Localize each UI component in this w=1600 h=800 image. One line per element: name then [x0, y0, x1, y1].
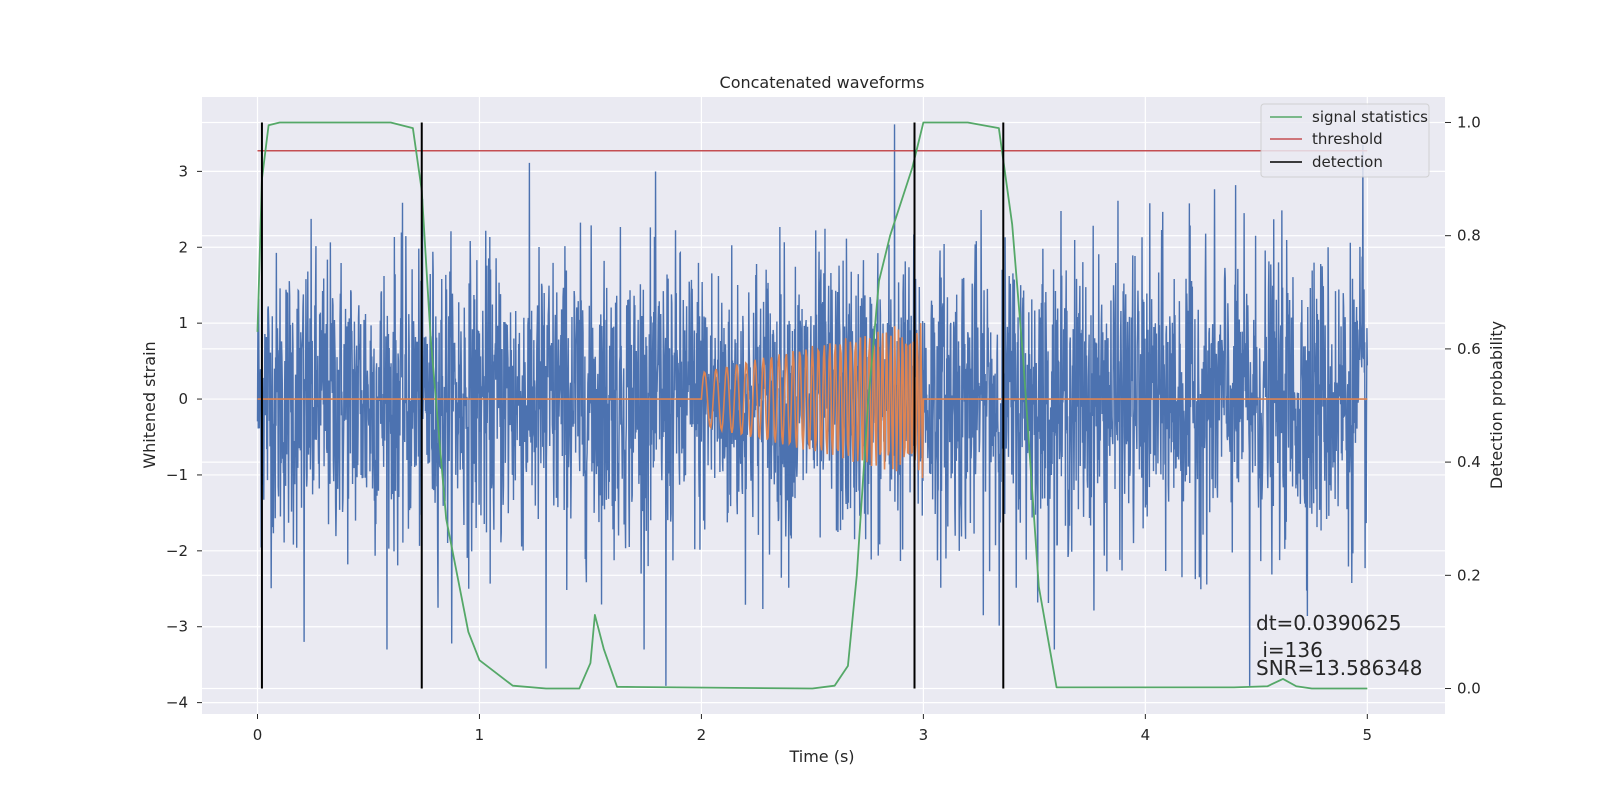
x-tick-label: 4 — [1141, 726, 1151, 744]
y-right-tick-label: 0.6 — [1457, 340, 1481, 358]
legend: signal statistics threshold detection — [1260, 103, 1430, 178]
y-tick-label: −3 — [166, 618, 188, 636]
y-right-axis-title: Detection probability — [1487, 321, 1506, 489]
x-tick-label: 2 — [697, 726, 707, 744]
chart-title: Concatenated waveforms — [720, 73, 925, 92]
annotation-dt: dt=0.0390625 — [1256, 611, 1401, 635]
legend-box — [1260, 103, 1430, 178]
y-tick-label: 1 — [178, 314, 188, 332]
x-tick-label: 1 — [475, 726, 485, 744]
x-tick-label: 0 — [253, 726, 263, 744]
y-right-tick-label: 0.4 — [1457, 453, 1481, 471]
y-axis-title: Whitened strain — [140, 341, 159, 468]
y-tick-label: −1 — [166, 466, 188, 484]
y-tick-label: 3 — [178, 162, 188, 180]
y-tick-label: −2 — [166, 542, 188, 560]
legend-threshold-label: threshold — [1312, 130, 1383, 148]
signal-statistics-series — [256, 121, 1368, 690]
legend-detection-label: detection — [1312, 153, 1383, 171]
legend-signal-statistics-label: signal statistics — [1312, 108, 1428, 126]
y-right-tick-label: 0.0 — [1457, 680, 1481, 698]
y-tick-label: 0 — [178, 390, 188, 408]
y-tick-label: −4 — [166, 694, 188, 712]
y-right-tick-label: 0.2 — [1457, 566, 1481, 584]
annotation-snr: SNR=13.586348 — [1256, 656, 1422, 680]
x-axis-title: Time (s) — [788, 747, 854, 766]
annotation-i: i=136 — [1256, 638, 1323, 662]
y-right-tick-label: 1.0 — [1457, 113, 1481, 131]
y-tick-label: 2 — [178, 238, 188, 256]
x-tick-label: 3 — [919, 726, 929, 744]
x-tick-label: 5 — [1363, 726, 1373, 744]
injection-series — [257, 323, 1368, 479]
strain-series — [256, 124, 1369, 686]
y-right-tick-label: 0.8 — [1457, 227, 1481, 245]
